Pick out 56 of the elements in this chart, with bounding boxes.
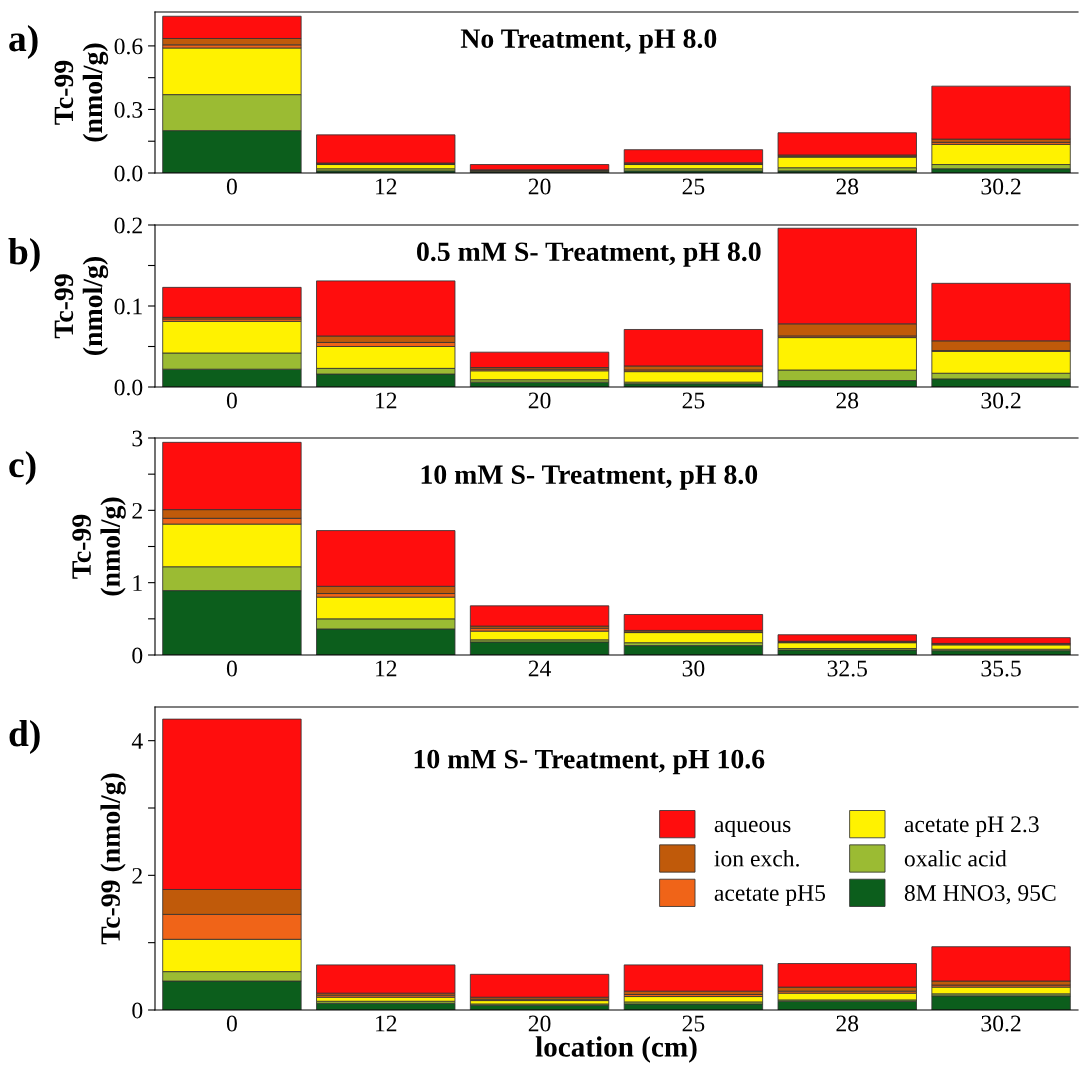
x-tick-label: 30 xyxy=(682,660,705,677)
y-tick-label: 0 xyxy=(132,1002,143,1019)
y-tick-label: 0.2 xyxy=(114,217,142,234)
x-tick-label: 0 xyxy=(226,392,237,409)
x-tick-label: 25 xyxy=(682,178,705,195)
y-tick-label: 0.0 xyxy=(114,165,143,182)
y-axis-title: Tc-99 (nmol/g) xyxy=(54,257,109,355)
x-tick-label: 30.2 xyxy=(981,178,1021,195)
x-tick-label: 25 xyxy=(682,1015,705,1032)
legend-label: acetate pH 2.3 xyxy=(904,816,1039,838)
text: b) xyxy=(8,238,40,272)
x-tick-label: 35.5 xyxy=(981,660,1021,677)
x-tick-label: 28 xyxy=(836,178,859,195)
text: No Treatment, pH 8.0 xyxy=(460,29,717,54)
y-tick-label: 0.3 xyxy=(114,101,143,118)
y-tick-label: 4 xyxy=(131,733,143,749)
text: c) xyxy=(9,451,36,485)
y-axis-title: Tc-99 (nmol/g) xyxy=(54,43,109,142)
legend-label: ion exch. xyxy=(714,849,799,867)
y-tick-label: 2 xyxy=(132,502,142,519)
legend-label: acetate pH5 xyxy=(714,885,826,906)
x-tick-label: 0 xyxy=(226,1015,237,1032)
text: d) xyxy=(9,720,40,754)
text: 10 mM S- Treatment, pH 8.0 xyxy=(421,465,758,490)
legend-label: aqueous xyxy=(714,820,791,838)
x-tick-label: 0 xyxy=(226,660,237,677)
y-tick-label: 3 xyxy=(132,430,143,447)
x-tick-label: 12 xyxy=(376,392,397,409)
y-tick-label: 0.1 xyxy=(114,298,142,315)
x-tick-label: 28 xyxy=(836,1015,859,1032)
x-axis-title: location (cm) xyxy=(535,1036,697,1063)
x-tick-label: 12 xyxy=(376,1015,397,1032)
y-tick-label: 0.6 xyxy=(114,38,143,55)
x-tick-label: 12 xyxy=(376,178,397,195)
y-tick-label: 1 xyxy=(133,575,142,591)
x-tick-label: 25 xyxy=(682,392,705,409)
x-tick-label: 28 xyxy=(836,392,859,409)
y-tick-label: 0 xyxy=(132,647,143,664)
x-tick-label: 30.2 xyxy=(981,1015,1021,1032)
x-tick-label: 12 xyxy=(376,660,397,677)
text: 10 mM S- Treatment, pH 10.6 xyxy=(414,749,765,775)
y-tick-label: 2 xyxy=(132,867,142,884)
x-tick-label: 0 xyxy=(226,178,237,195)
legend-label: 8M HNO3, 95C xyxy=(904,885,1056,905)
y-axis-title: Tc-99 (nmol/g) xyxy=(72,497,126,596)
x-tick-label: 20 xyxy=(528,178,551,195)
x-tick-label: 20 xyxy=(528,392,551,409)
x-tick-label: 20 xyxy=(528,1015,551,1032)
text: a) xyxy=(9,25,38,59)
y-tick-label: 0.0 xyxy=(114,379,143,396)
text: 0.5 mM S- Treatment, pH 8.0 xyxy=(417,242,761,267)
x-tick-label: 30.2 xyxy=(981,392,1021,409)
x-tick-label: 32.5 xyxy=(827,660,867,677)
y-axis-title: Tc-99 (nmol/g) xyxy=(100,773,126,945)
legend-label: oxalic acid xyxy=(904,849,1007,867)
x-tick-label: 24 xyxy=(528,660,552,677)
